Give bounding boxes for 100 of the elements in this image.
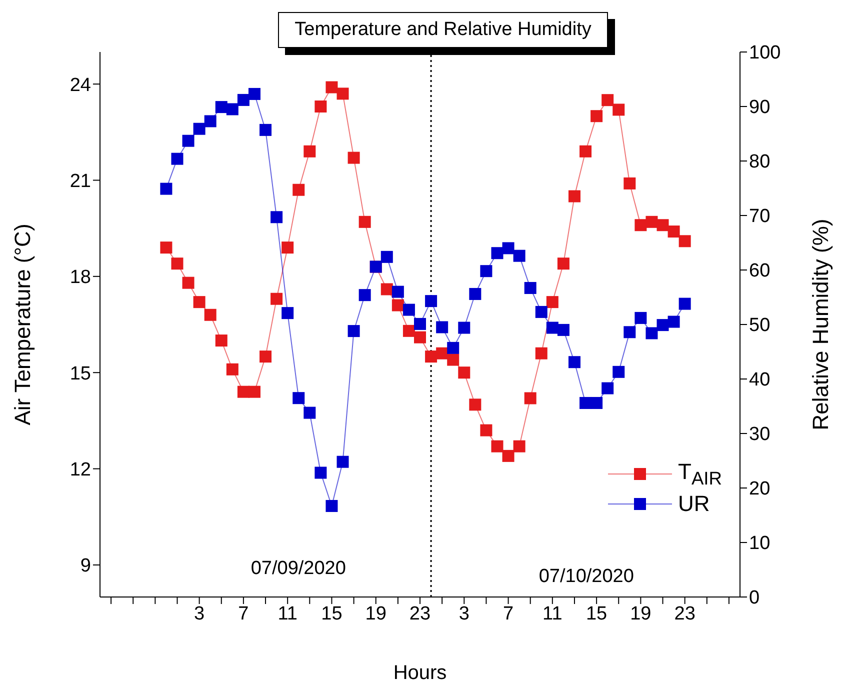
point: [392, 299, 404, 312]
point: [502, 242, 514, 254]
y2-tick-label: 100: [749, 42, 781, 64]
y-axis-title: Air Temperature (°C): [10, 224, 35, 426]
point: [380, 250, 393, 263]
point: [336, 456, 349, 468]
point: [436, 321, 448, 334]
y2-tick-label: 30: [749, 424, 770, 446]
point: [646, 327, 658, 340]
point: [314, 100, 327, 112]
point: [326, 500, 338, 512]
point: [226, 363, 238, 376]
y-tick-label: 9: [80, 556, 91, 577]
point: [348, 152, 360, 164]
point: [304, 406, 316, 419]
point: [282, 242, 294, 254]
y-tick-label: 21: [70, 170, 91, 192]
point: [612, 366, 625, 378]
point: [193, 122, 206, 135]
point: [491, 247, 504, 260]
point: [580, 396, 592, 409]
point: [425, 350, 438, 363]
point: [447, 342, 460, 354]
point: [678, 298, 691, 310]
annotation: 07/10/2020: [538, 566, 634, 588]
y-tick-label: 18: [70, 267, 91, 288]
point: [204, 115, 216, 128]
point: [469, 288, 482, 300]
point: [513, 440, 526, 452]
point: [546, 322, 558, 334]
point: [602, 94, 614, 106]
point: [215, 334, 228, 347]
point: [436, 347, 448, 360]
point: [282, 307, 294, 320]
x-tick-label: 3: [458, 603, 470, 624]
point: [402, 304, 415, 316]
point: [580, 145, 592, 158]
y-tick-label: 15: [70, 363, 91, 384]
x-axis-title: Hours: [393, 662, 447, 684]
y-tick-label: 12: [70, 460, 91, 481]
point: [557, 324, 570, 336]
legend-label: T$_{AIR}$: [678, 458, 722, 490]
point: [326, 81, 338, 94]
point: [458, 366, 470, 379]
y2-axis-title: Relative Humidity (%): [808, 218, 833, 430]
point: [314, 466, 327, 479]
point: [237, 386, 250, 398]
point: [602, 382, 614, 394]
point: [425, 295, 438, 308]
point: [304, 145, 316, 158]
point: [237, 94, 250, 106]
y2-tick-label: 60: [749, 260, 770, 282]
point: [524, 392, 536, 404]
point: [292, 184, 305, 196]
y-tick-label: 24: [70, 74, 92, 96]
point: [491, 440, 504, 452]
x-tick-label: 23: [674, 603, 696, 624]
point: [358, 289, 371, 302]
point: [270, 292, 283, 305]
y2-tick-label: 0: [749, 588, 760, 609]
point: [171, 258, 184, 270]
point: [260, 124, 272, 136]
x-tick-label: 19: [630, 603, 652, 624]
x-tick-label: 3: [194, 603, 205, 624]
annotation: 07/09/2020: [250, 558, 346, 580]
point: [182, 134, 194, 147]
point: [668, 316, 680, 328]
point: [260, 350, 272, 363]
x-tick-label: 7: [238, 603, 249, 624]
point: [414, 331, 426, 344]
y2-tick-label: 70: [749, 206, 770, 228]
point: [656, 219, 669, 232]
point: [402, 324, 415, 337]
point: [215, 101, 228, 114]
point: [590, 110, 603, 122]
point: [171, 152, 184, 165]
point: [678, 235, 691, 248]
chart-title: Temperature and Relative Humidity: [278, 12, 608, 48]
point: [546, 296, 558, 308]
point: [568, 190, 580, 202]
point: [668, 226, 680, 238]
y2-tick-label: 90: [749, 97, 770, 118]
point: [392, 286, 404, 298]
point: [502, 450, 514, 462]
point: [160, 182, 172, 195]
y2-tick-label: 50: [749, 315, 770, 336]
point: [469, 398, 482, 411]
point: [348, 325, 360, 338]
point: [380, 283, 393, 296]
y2-tick-label: 10: [749, 533, 770, 554]
point: [160, 242, 172, 254]
legend-label: UR: [678, 491, 710, 517]
point: [204, 308, 216, 321]
point: [248, 386, 260, 398]
x-tick-label: 11: [542, 603, 562, 624]
point: [226, 103, 238, 116]
point: [624, 326, 636, 338]
x-tick-label: 15: [321, 603, 342, 624]
y2-tick-label: 80: [749, 152, 770, 173]
point: [480, 424, 492, 436]
